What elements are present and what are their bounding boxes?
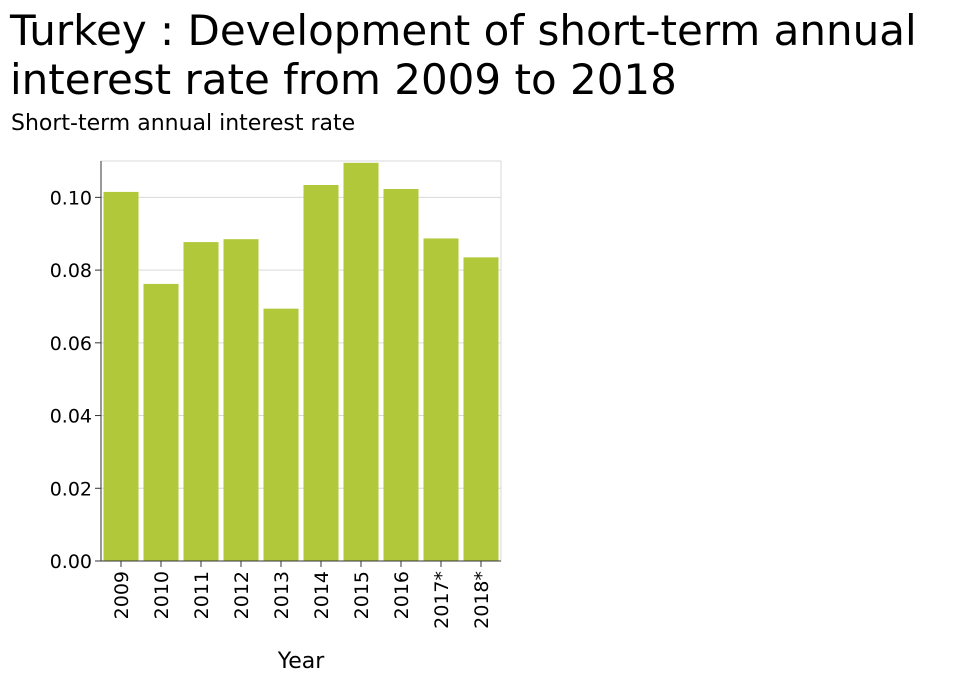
bar bbox=[383, 189, 419, 561]
x-tick-label: 2010 bbox=[151, 571, 173, 619]
x-tick-label: 2014 bbox=[311, 571, 333, 619]
x-tick-label: 2016 bbox=[391, 571, 413, 619]
bar bbox=[343, 162, 379, 561]
y-tick-label: 0.00 bbox=[50, 551, 92, 573]
bars bbox=[103, 162, 499, 562]
x-tick-label: 2015 bbox=[351, 571, 373, 619]
bar bbox=[103, 191, 139, 561]
x-tick-label: 2012 bbox=[231, 571, 253, 619]
bar bbox=[463, 257, 499, 561]
bar bbox=[423, 238, 459, 562]
bar bbox=[263, 308, 299, 561]
y-tick-label: 0.08 bbox=[50, 260, 92, 282]
y-tick-labels: 0.00 0.02 0.04 0.06 0.08 0.10 bbox=[50, 187, 92, 573]
x-tick-label: 2013 bbox=[271, 571, 293, 619]
y-tick-label: 0.04 bbox=[50, 406, 92, 428]
bar bbox=[143, 283, 179, 561]
x-tick-label: 2017* bbox=[431, 571, 453, 629]
x-tick-label: 2018* bbox=[471, 571, 493, 629]
chart-title: Turkey : Development of short-term annua… bbox=[10, 6, 917, 104]
y-axis-label: Short-term annual interest rate bbox=[11, 111, 356, 136]
y-tick-label: 0.10 bbox=[50, 187, 92, 209]
bar bbox=[183, 242, 219, 561]
x-tick-labels: 2009 2010 2011 2012 2013 2014 2015 2016 2017* 201… bbox=[111, 571, 493, 629]
y-tick-label: 0.06 bbox=[50, 333, 92, 355]
y-tick-label: 0.02 bbox=[50, 478, 92, 500]
bar bbox=[223, 239, 259, 561]
x-tick-label: 2011 bbox=[191, 571, 213, 619]
x-axis-label: Year bbox=[277, 649, 326, 674]
x-tick-label: 2009 bbox=[111, 571, 133, 619]
bar bbox=[303, 185, 339, 561]
axes bbox=[95, 161, 501, 567]
